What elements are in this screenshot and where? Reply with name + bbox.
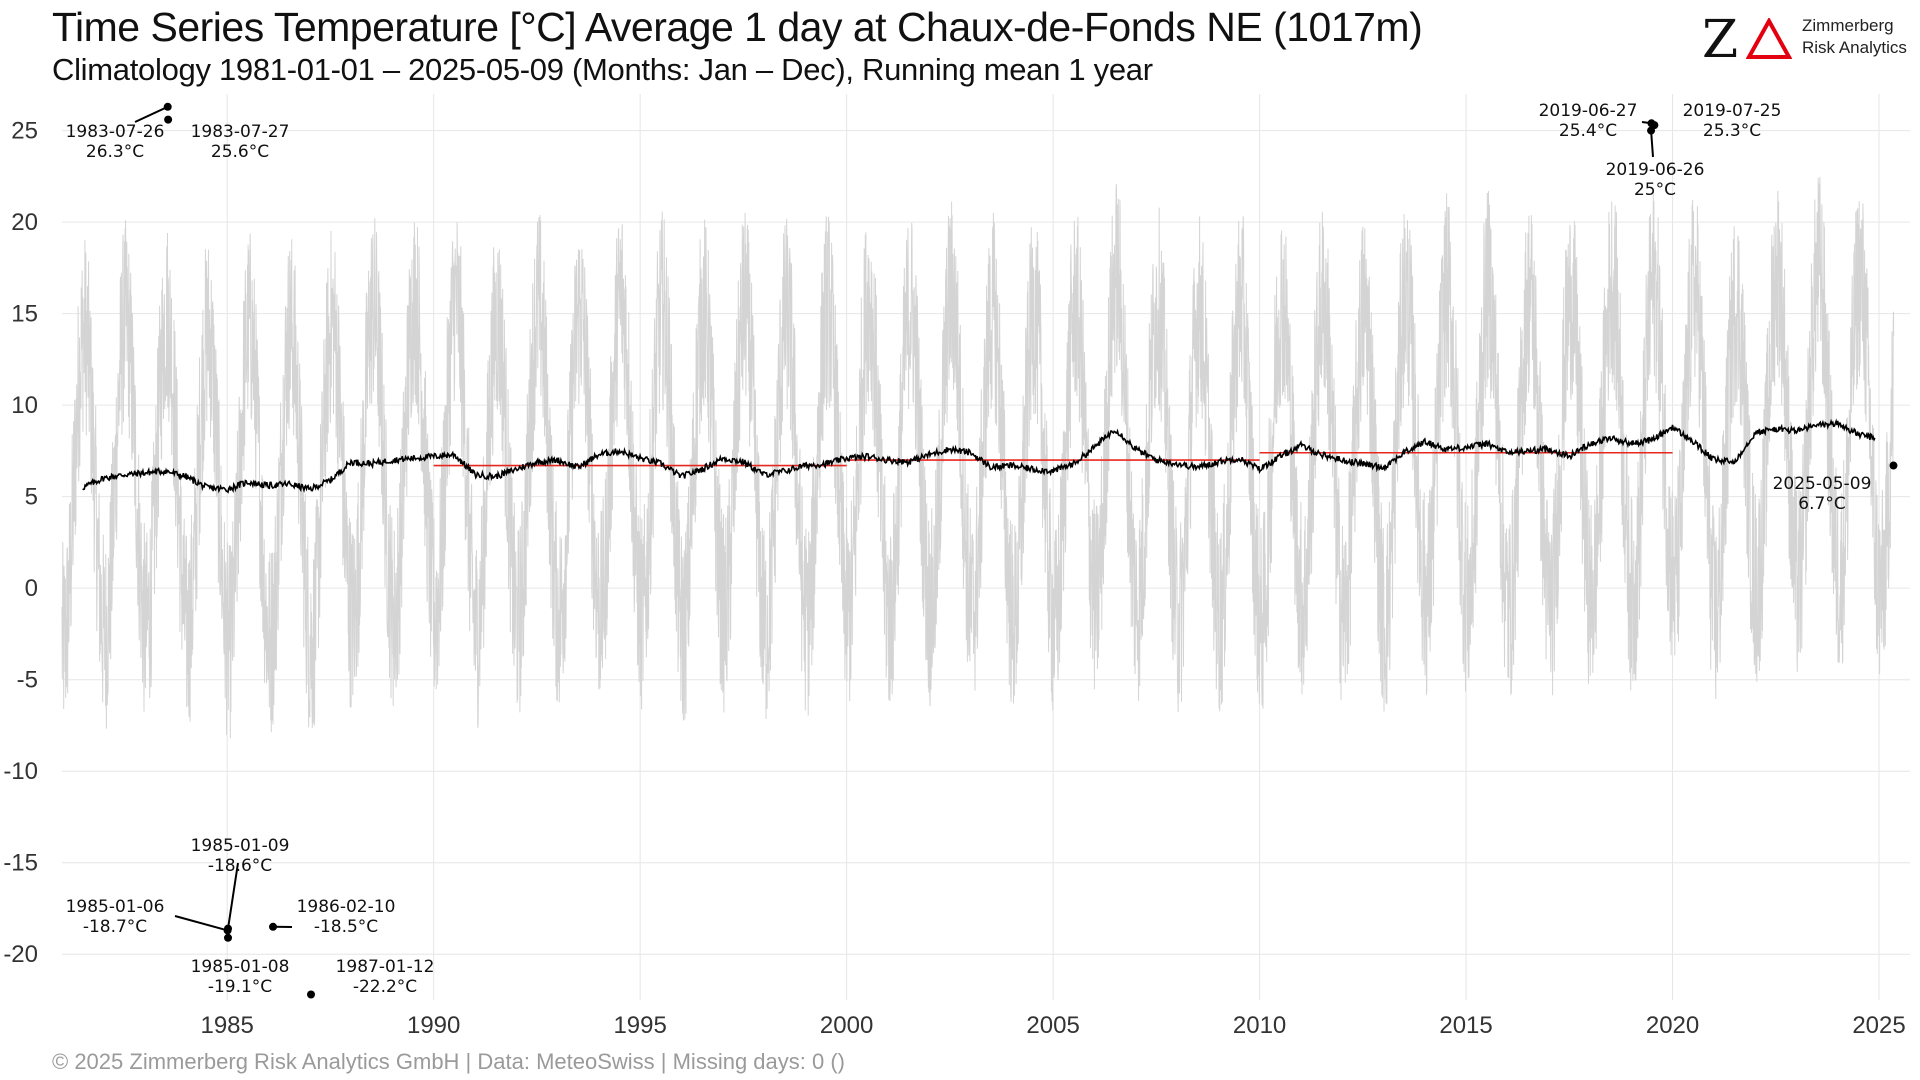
annotation-value-label: 26.3°C — [86, 142, 144, 162]
y-tick-label: 25 — [11, 118, 38, 145]
footer-credit: © 2025 Zimmerberg Risk Analytics GmbH | … — [52, 1049, 845, 1074]
x-tick-label: 2025 — [1852, 1012, 1905, 1039]
company-logo: Z Zimmerberg Risk Analytics — [1702, 10, 1912, 70]
y-tick-label: 0 — [25, 575, 38, 602]
annotation-value-label: -18.7°C — [83, 917, 147, 937]
annotation-value-label: 25.3°C — [1703, 121, 1761, 141]
annotation-date-label: 1985-01-06 — [66, 897, 165, 917]
annotation-date-label: 1985-01-08 — [191, 957, 290, 977]
annotation-leader-line — [1650, 130, 1654, 158]
y-tick-label: -5 — [17, 667, 38, 694]
annotation-leader-line — [174, 915, 228, 932]
x-tick-label: 1985 — [200, 1012, 253, 1039]
annotation-date-label: 2019-06-27 — [1539, 101, 1638, 121]
annotation-value-label: 25.4°C — [1559, 121, 1617, 141]
annotation-value-label: -18.5°C — [314, 917, 378, 937]
logo-line2: Risk Analytics — [1802, 38, 1907, 57]
chart-subtitle: Climatology 1981-01-01 – 2025-05-09 (Mon… — [52, 52, 1153, 87]
annotation-date-label: 2019-07-25 — [1683, 101, 1782, 121]
annotation-value-label: 25.6°C — [211, 142, 269, 162]
x-tick-label: 2005 — [1026, 1012, 1079, 1039]
x-tick-label: 2010 — [1233, 1012, 1286, 1039]
y-tick-label: 15 — [11, 301, 38, 328]
annotation-date-label: 2025-05-09 — [1773, 474, 1872, 494]
extreme-point-marker — [224, 933, 233, 942]
annotation-date-label: 2019-06-26 — [1606, 160, 1705, 180]
x-tick-label: 2020 — [1646, 1012, 1699, 1039]
extreme-point-marker — [1647, 126, 1656, 135]
daily-temperature-series — [61, 176, 1895, 739]
x-tick-label: 1995 — [613, 1012, 666, 1039]
annotation-value-label: 6.7°C — [1798, 494, 1845, 514]
logo-line1: Zimmerberg — [1802, 16, 1894, 35]
annotation-date-label: 1985-01-09 — [191, 836, 290, 856]
annotation-date-label: 1987-01-12 — [336, 957, 435, 977]
extreme-point-marker — [223, 926, 232, 935]
annotation-date-label: 1983-07-26 — [66, 122, 165, 142]
x-tick-label: 2000 — [820, 1012, 873, 1039]
annotation-leader-line — [227, 862, 239, 929]
annotation-value-label: -22.2°C — [353, 977, 417, 997]
y-tick-label: 20 — [11, 209, 38, 236]
extreme-point-marker — [269, 922, 278, 931]
extreme-point-marker — [307, 990, 316, 999]
extreme-point-marker — [163, 102, 172, 111]
annotation-date-label: 1983-07-27 — [191, 122, 290, 142]
extreme-point-marker — [164, 115, 173, 124]
chart-title: Time Series Temperature [°C] Average 1 d… — [52, 4, 1423, 50]
running-mean-line — [82, 418, 1876, 494]
x-tick-label: 1990 — [407, 1012, 460, 1039]
extreme-point-marker — [1889, 461, 1898, 470]
annotation-value-label: -18.6°C — [208, 856, 272, 876]
y-tick-label: -10 — [3, 758, 38, 785]
logo-z-mark: Z — [1702, 10, 1739, 70]
y-tick-label: -15 — [3, 850, 38, 877]
y-tick-label: 10 — [11, 392, 38, 419]
annotation-date-label: 1986-02-10 — [297, 897, 396, 917]
y-tick-label: 5 — [25, 484, 38, 511]
annotation-leader-line — [134, 105, 169, 123]
x-tick-label: 2015 — [1439, 1012, 1492, 1039]
y-tick-label: -20 — [3, 941, 38, 968]
logo-delta-icon — [1746, 18, 1792, 59]
annotation-value-label: -19.1°C — [208, 977, 272, 997]
annotation-value-label: 25°C — [1634, 180, 1676, 200]
